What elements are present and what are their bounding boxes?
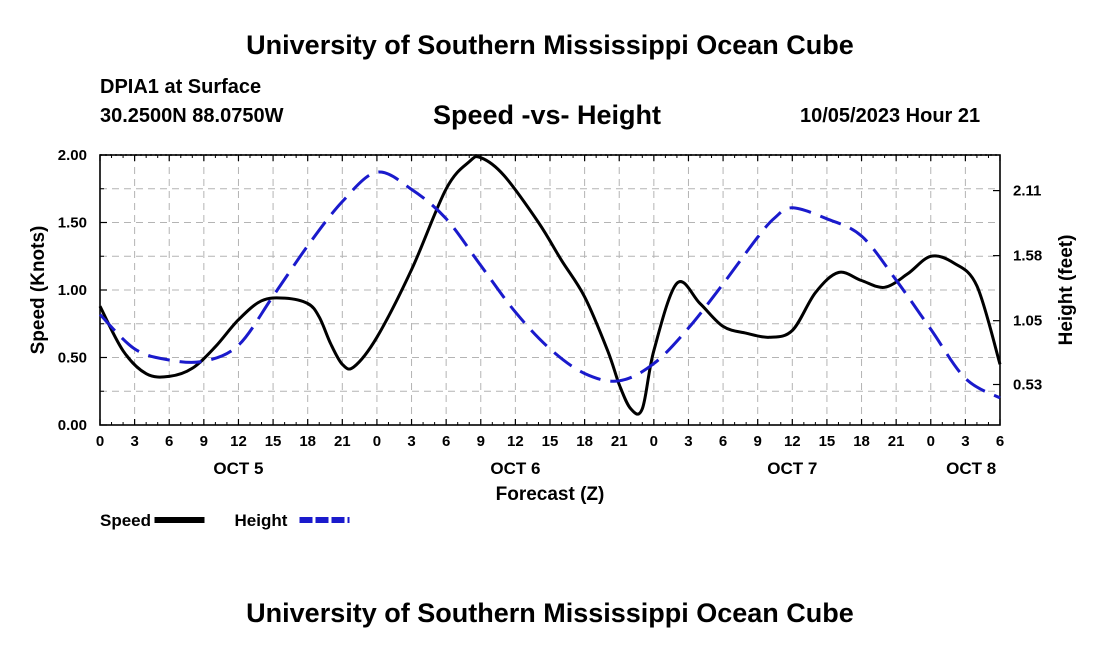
- x-tick-label: 6: [442, 433, 450, 450]
- day-label: OCT 5: [213, 459, 263, 478]
- series-line-speed: [98, 155, 1002, 416]
- x-tick-label: 3: [130, 433, 138, 450]
- x-tick-label: 12: [507, 433, 524, 450]
- y2-tick-label: 2.11: [1013, 183, 1041, 200]
- y-tick-label: 1.00: [58, 282, 87, 299]
- legend-label-speed: Speed: [100, 511, 151, 530]
- x-tick-label: 18: [853, 433, 870, 450]
- day-label: OCT 6: [490, 459, 540, 478]
- x-tick-label: 6: [165, 433, 173, 450]
- legend: Speed Height: [100, 511, 350, 530]
- page-title: University of Southern Mississippi Ocean…: [246, 30, 854, 60]
- x-tick-label: 0: [650, 433, 658, 450]
- y2-tick-label: 1.58: [1013, 248, 1042, 265]
- forecast-datetime: 10/05/2023 Hour 21: [800, 105, 981, 127]
- y-axis-title: Speed (Knots): [28, 226, 49, 355]
- x-tick-label: 0: [927, 433, 935, 450]
- y-tick-label: 1.50: [58, 215, 87, 232]
- x-tick-label: 18: [299, 433, 316, 450]
- y2-axis-title: Height (feet): [1056, 235, 1077, 346]
- x-tick-label: 18: [576, 433, 593, 450]
- y-tick-label: 2.00: [58, 147, 87, 164]
- y-tick-label: 0.50: [58, 350, 87, 367]
- x-tick-label: 3: [407, 433, 415, 450]
- x-tick-label: 9: [754, 433, 762, 450]
- y2-tick-label: 1.05: [1013, 313, 1042, 330]
- station-label: DPIA1 at Surface: [100, 76, 262, 98]
- x-tick-label: 9: [477, 433, 485, 450]
- series-line-height: [98, 170, 1001, 400]
- x-tick-label: 21: [611, 433, 628, 450]
- footer-title: University of Southern Mississippi Ocean…: [246, 598, 854, 628]
- x-axis-title: Forecast (Z): [496, 484, 605, 505]
- station-coordinates: 30.2500N 88.0750W: [100, 105, 284, 127]
- legend-label-height: Height: [235, 511, 288, 530]
- x-tick-label: 21: [334, 433, 351, 450]
- grid-layer: [100, 154, 1000, 425]
- series-layer: [98, 155, 1002, 416]
- x-tick-label: 12: [784, 433, 801, 450]
- x-tick-label: 0: [373, 433, 381, 450]
- x-tick-label: 3: [961, 433, 969, 450]
- x-tick-label: 0: [96, 433, 104, 450]
- x-tick-label: 6: [996, 433, 1004, 450]
- x-tick-label: 15: [265, 433, 282, 450]
- x-tick-label: 3: [684, 433, 692, 450]
- x-tick-label: 9: [200, 433, 208, 450]
- x-tick-label: 21: [888, 433, 905, 450]
- x-tick-label: 6: [719, 433, 727, 450]
- chart-subtitle: Speed -vs- Height: [433, 100, 662, 130]
- x-tick-label: 15: [542, 433, 559, 450]
- y-tick-label: 0.00: [58, 417, 87, 434]
- x-tick-label: 15: [819, 433, 836, 450]
- day-label: OCT 7: [767, 459, 817, 478]
- day-label: OCT 8: [946, 459, 996, 478]
- axes-layer: 0 3 6 9 12 15 18 21 0 3 6 9 12 15 18 21 0 3 6 9 12 15 18 21 0 3 6O…: [28, 147, 1077, 505]
- y2-tick-label: 0.53: [1013, 377, 1042, 394]
- x-tick-label: 12: [230, 433, 247, 450]
